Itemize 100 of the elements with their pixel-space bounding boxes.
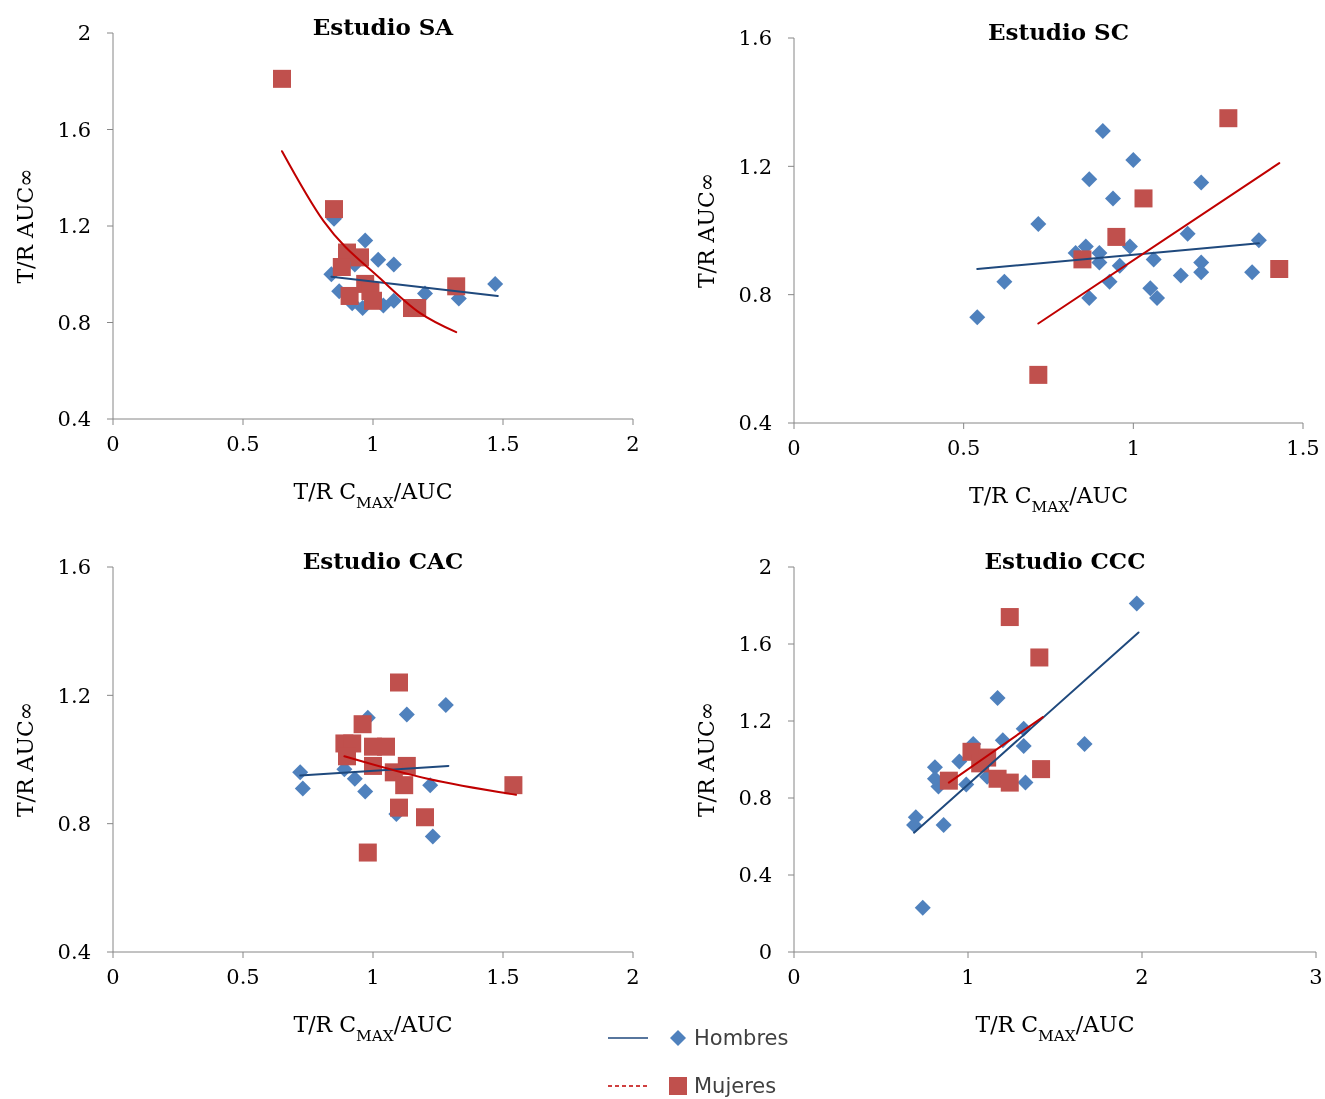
point	[969, 309, 986, 326]
x-axis-title: T/R C$_{MAX}$/AUC	[968, 483, 1129, 516]
x-tick-label: 1	[366, 965, 380, 989]
point	[1172, 267, 1189, 284]
x-tick-label: 3	[1309, 965, 1323, 989]
point	[1107, 227, 1126, 246]
x-tick-label: 0	[106, 965, 120, 989]
y-tick-label: 1.6	[57, 117, 91, 142]
x-tick-label: 1	[1126, 436, 1141, 460]
point	[1149, 289, 1166, 306]
y-tick-label: 0.4	[738, 863, 772, 888]
y-tick-label: 0.8	[57, 310, 91, 335]
point	[325, 200, 343, 219]
chart-title: Estudio SA	[312, 13, 455, 40]
point	[1125, 151, 1142, 168]
y-tick-label: 1.2	[738, 709, 772, 734]
y-axis-title: T/R AUC∞	[13, 168, 38, 284]
point	[1030, 216, 1047, 233]
point	[437, 696, 454, 713]
point	[1128, 595, 1145, 612]
point	[357, 783, 374, 800]
point	[294, 780, 311, 797]
point	[1104, 190, 1121, 207]
point	[385, 256, 402, 273]
x-tick-label: 1.5	[486, 432, 520, 456]
x-tick-label: 0.5	[226, 432, 260, 456]
point	[1076, 736, 1093, 753]
y-tick-label: 0.4	[57, 940, 91, 965]
point	[1000, 773, 1019, 792]
point	[364, 291, 382, 310]
point	[416, 808, 434, 827]
y-axis-title: T/R AUC∞	[694, 172, 719, 289]
legend-label: Hombres	[694, 1026, 789, 1051]
point	[1134, 189, 1153, 208]
point	[939, 771, 958, 790]
point	[332, 258, 351, 277]
point	[385, 292, 402, 309]
point	[346, 770, 363, 787]
x-tick-label: 1.5	[1286, 436, 1320, 460]
x-tick-label: 2	[1135, 965, 1149, 989]
point	[424, 828, 441, 845]
y-tick-label: 0.8	[738, 786, 772, 811]
point	[1030, 648, 1049, 667]
point	[398, 706, 415, 723]
point	[353, 715, 372, 734]
point	[1032, 760, 1051, 779]
y-tick-label: 1.2	[57, 683, 91, 708]
y-axis-title: T/R AUC∞	[694, 701, 719, 818]
x-axis-title: T/R C$_{MAX}$/AUC	[975, 1012, 1135, 1045]
x-tick-label: 1	[366, 432, 380, 456]
x-tick-label: 0	[106, 432, 120, 456]
point	[1142, 280, 1159, 297]
point	[914, 899, 931, 916]
point	[273, 69, 291, 88]
point	[358, 843, 377, 862]
point	[1017, 774, 1034, 791]
x-tick-label: 0	[787, 965, 801, 989]
point	[395, 776, 414, 795]
point	[1179, 225, 1196, 242]
point	[1000, 608, 1019, 627]
point	[370, 251, 387, 268]
y-tick-label: 0	[758, 940, 772, 965]
point	[1121, 238, 1138, 255]
y-tick-label: 2	[758, 555, 772, 580]
y-tick-label: 2	[77, 21, 91, 46]
point	[377, 737, 395, 756]
point	[935, 816, 952, 833]
point	[1081, 171, 1098, 188]
chart-title: Estudio CCC	[984, 547, 1146, 574]
point	[1250, 232, 1267, 249]
x-tick-label: 1	[961, 965, 975, 989]
point	[1094, 123, 1111, 140]
point	[1219, 109, 1238, 128]
line-series	[281, 150, 458, 334]
point	[504, 776, 523, 795]
point	[390, 673, 408, 692]
y-tick-label: 0.4	[57, 407, 91, 432]
y-tick-label: 1.6	[738, 632, 772, 657]
point	[1145, 251, 1162, 268]
point	[422, 777, 439, 794]
y-tick-label: 1.2	[738, 154, 772, 179]
point	[340, 286, 359, 305]
legend-label: Mujeres	[694, 1074, 777, 1099]
y-tick-label: 1.2	[57, 214, 91, 239]
point	[951, 753, 968, 770]
point	[292, 764, 309, 781]
y-tick-label: 0.8	[57, 812, 91, 837]
y-axis-title: T/R AUC∞	[13, 701, 38, 818]
x-tick-label: 0.5	[226, 965, 260, 989]
x-tick-label: 2	[626, 432, 640, 456]
point	[1193, 174, 1210, 191]
point	[390, 798, 408, 817]
x-tick-label: 2	[626, 965, 640, 989]
y-tick-label: 1.6	[738, 26, 772, 51]
y-tick-label: 0.4	[738, 411, 772, 436]
chart-title: Estudio SC	[988, 18, 1129, 45]
point	[487, 275, 504, 292]
x-tick-label: 0.5	[946, 436, 981, 460]
point	[357, 232, 374, 249]
point	[996, 273, 1013, 290]
